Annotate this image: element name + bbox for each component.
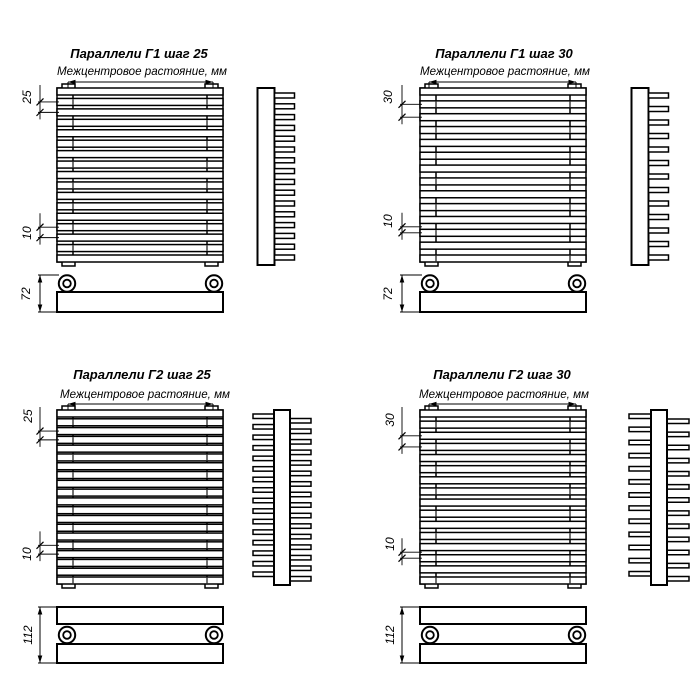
center-distance-label: Межцентровое растояние, мм: [420, 65, 590, 78]
diagram-title: Параллели Г1 шаг 30: [435, 46, 573, 61]
dimension-lines: [36, 79, 214, 313]
dimension-lines: [398, 401, 577, 664]
depth-dimension-label: 112: [383, 625, 397, 645]
side-view: [252, 409, 312, 586]
diagram-title: Параллели Г2 шаг 30: [433, 367, 571, 382]
offset-dimension-label: 10: [20, 547, 34, 561]
pitch-dimension-label: 30: [383, 413, 397, 427]
pitch-dimension-label: 30: [381, 90, 395, 104]
depth-dimension-label: 72: [381, 287, 395, 301]
side-view: [256, 87, 296, 266]
side-view: [628, 409, 690, 586]
diagram-3: [36, 401, 312, 664]
center-distance-label: Межцентровое растояние, мм: [419, 388, 589, 401]
front-view: [56, 405, 224, 589]
bottom-view: [56, 274, 224, 313]
depth-dimension-label: 112: [21, 625, 35, 645]
pitch-dimension-label: 25: [20, 90, 34, 104]
dimension-lines: [398, 79, 577, 313]
front-view: [419, 405, 587, 589]
diagram-4: [398, 401, 690, 664]
center-distance-label: Межцентровое растояние, мм: [57, 65, 227, 78]
offset-dimension-label: 10: [20, 226, 34, 240]
bottom-view: [56, 606, 224, 664]
diagram-1: [36, 79, 296, 313]
bottom-view: [419, 606, 587, 664]
depth-dimension-label: 72: [19, 287, 33, 301]
pitch-dimension-label: 25: [21, 409, 35, 423]
dimension-lines: [36, 401, 214, 664]
center-distance-label: Межцентровое растояние, мм: [60, 388, 230, 401]
side-view: [630, 87, 670, 266]
offset-dimension-label: 10: [383, 537, 397, 551]
bottom-view: [419, 274, 587, 313]
diagram-title: Параллели Г1 шаг 25: [70, 46, 208, 61]
front-view: [419, 83, 587, 267]
diagram-2: [398, 79, 670, 313]
offset-dimension-label: 10: [381, 214, 395, 228]
diagram-title: Параллели Г2 шаг 25: [73, 367, 211, 382]
front-view: [56, 83, 224, 267]
